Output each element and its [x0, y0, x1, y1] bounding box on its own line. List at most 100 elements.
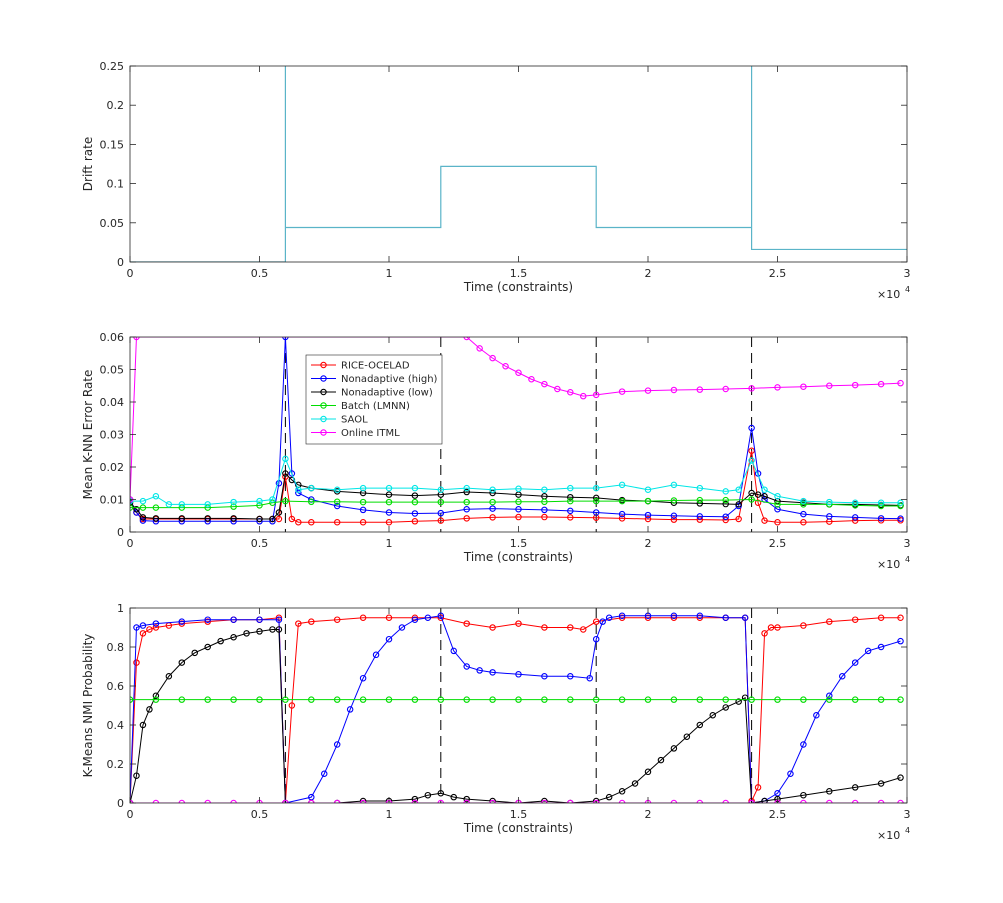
data-point [767, 624, 775, 631]
x-tick-label: 1 [386, 808, 393, 821]
data-point [592, 635, 600, 643]
data-point [851, 517, 859, 524]
data-point [437, 509, 445, 517]
data-point [359, 506, 367, 514]
x-tick-label: 0.5 [251, 267, 269, 280]
data-point [722, 385, 729, 393]
data-point [333, 518, 341, 526]
data-point [696, 614, 704, 621]
data-point [463, 515, 470, 522]
data-point [644, 696, 652, 703]
data-point [851, 696, 859, 703]
y-tick-label: 1 [117, 602, 124, 615]
data-point [541, 672, 548, 680]
data-point [333, 616, 341, 623]
data-point [567, 497, 574, 505]
data-point [696, 612, 704, 620]
drift-rate-panel: 0 0.5 1 1.5 2 2.5 3 0 0.05 0.1 0.15 0.2 0.25 Time (co… [81, 60, 911, 301]
y-tick-label: 0.2 [107, 99, 125, 112]
data-point [463, 337, 470, 341]
series-saol [130, 455, 904, 508]
data-point [204, 504, 211, 511]
data-point [411, 484, 419, 492]
data-point [631, 780, 639, 787]
y-tick-label: 0.01 [100, 494, 125, 507]
data-point [851, 514, 859, 521]
series-line [130, 66, 907, 262]
data-point [152, 696, 160, 703]
data-point [592, 484, 600, 492]
data-point [754, 499, 762, 506]
data-point [463, 488, 470, 496]
data-point [256, 616, 263, 623]
data-point [385, 614, 393, 621]
data-point [288, 515, 296, 523]
data-point [333, 502, 341, 510]
data-point [359, 614, 367, 621]
data-point [897, 614, 904, 621]
data-point [644, 486, 652, 493]
x-exponent-label: ×10 [877, 558, 900, 571]
data-point [489, 489, 496, 497]
data-point [243, 630, 250, 637]
data-point [567, 672, 574, 680]
data-point [735, 486, 742, 493]
data-point [897, 696, 904, 703]
data-point [592, 797, 600, 803]
data-point [308, 618, 315, 625]
legend-label: RICE-OCELAD [341, 361, 410, 372]
data-point [800, 696, 807, 703]
data-point [385, 635, 393, 643]
data-point [826, 513, 833, 520]
data-point [275, 515, 283, 523]
data-point [670, 512, 678, 519]
data-point [489, 624, 496, 631]
x-tick-label: 2.5 [769, 267, 787, 280]
data-point [696, 386, 704, 393]
series-line [130, 457, 901, 505]
data-point [489, 514, 496, 521]
data-point [204, 616, 211, 623]
nmi-probability-panel: 0 0.5 1 1.5 2 2.5 3 0 0.2 0.4 0.6 0.8 1 Time (constra… [81, 602, 911, 842]
data-point [359, 498, 367, 506]
data-point [864, 647, 872, 655]
data-point [333, 741, 341, 748]
data-point [295, 620, 302, 627]
y-tick-label: 0.2 [107, 758, 125, 771]
data-point [670, 386, 678, 394]
data-point [709, 711, 716, 719]
data-point [256, 696, 263, 703]
data-point [567, 493, 574, 501]
data-point [256, 628, 263, 635]
data-point [800, 741, 807, 748]
data-point [178, 515, 186, 522]
data-point [133, 772, 140, 779]
data-point [696, 696, 704, 703]
data-point [618, 612, 626, 620]
data-point [139, 630, 147, 637]
data-point [599, 618, 606, 625]
data-point [741, 694, 749, 701]
data-point [761, 486, 768, 493]
data-point [722, 704, 729, 711]
data-point [333, 696, 341, 703]
data-point [204, 618, 211, 625]
x-exponent-power: 4 [905, 555, 910, 564]
data-point [320, 770, 328, 777]
data-point [644, 511, 652, 519]
data-point [877, 780, 885, 787]
data-point [722, 516, 729, 524]
x-axis-label: Time (constraints) [463, 550, 573, 564]
data-point [450, 793, 457, 801]
series-line [130, 337, 901, 500]
data-point [696, 513, 704, 520]
data-point [178, 696, 186, 703]
data-point [308, 484, 315, 492]
data-point [411, 510, 419, 517]
legend-item: Nonadaptive (low) [311, 388, 433, 399]
data-point [722, 696, 729, 703]
data-point [359, 797, 367, 803]
data-point [359, 696, 367, 703]
data-point [295, 489, 302, 497]
data-point [463, 505, 470, 513]
